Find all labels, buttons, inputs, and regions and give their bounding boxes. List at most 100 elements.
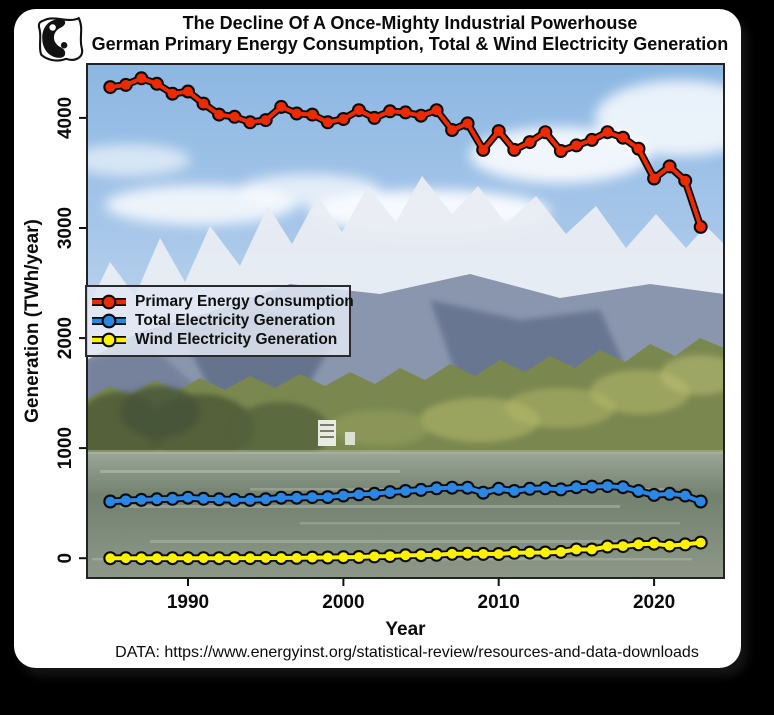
data-point <box>680 175 691 186</box>
data-point <box>493 483 504 494</box>
data-point <box>369 551 380 562</box>
data-point <box>385 106 395 117</box>
data-point <box>276 492 287 503</box>
shoreline <box>87 450 724 454</box>
legend-item-wind-electricity: Wind Electricity Generation <box>89 331 349 350</box>
y-tick-label: 2000 <box>55 317 76 359</box>
data-point <box>587 481 597 492</box>
data-point <box>556 547 566 557</box>
data-point <box>198 553 209 564</box>
data-series-layer <box>103 71 708 566</box>
data-point <box>524 137 535 148</box>
data-point <box>136 73 147 84</box>
legend-key-dot <box>103 315 115 327</box>
data-point <box>136 495 147 505</box>
series-1 <box>103 479 708 509</box>
data-point <box>680 490 691 501</box>
legend-item-total-electricity: Total Electricity Generation <box>89 312 349 331</box>
data-point <box>416 485 426 495</box>
legend-item-primary-energy: Primary Energy Consumption <box>89 293 354 312</box>
data-point <box>214 109 225 120</box>
data-point <box>105 553 116 564</box>
data-point <box>695 496 706 507</box>
data-point <box>680 539 691 550</box>
data-point <box>524 483 535 494</box>
legend-key-dot <box>103 334 115 346</box>
series-0 <box>103 71 708 234</box>
data-point <box>493 549 504 559</box>
x-axis-title: Year <box>385 619 426 640</box>
data-point <box>431 105 442 116</box>
data-point <box>338 114 349 124</box>
data-point <box>167 553 178 564</box>
data-point <box>260 553 271 563</box>
data-point <box>400 486 411 496</box>
data-point <box>105 82 116 92</box>
total-electricity-key-icon <box>92 313 126 329</box>
data-point <box>198 493 209 504</box>
data-point <box>478 487 489 498</box>
data-point <box>152 494 162 505</box>
data-point <box>571 544 582 555</box>
data-point <box>229 553 240 563</box>
snow-peaks <box>87 176 724 370</box>
data-point <box>369 113 380 123</box>
data-point <box>260 494 271 505</box>
data-point <box>307 109 318 120</box>
data-point <box>120 553 131 564</box>
forest-texture <box>87 355 724 468</box>
data-point <box>664 161 675 172</box>
data-point <box>633 539 644 550</box>
data-point <box>509 547 520 558</box>
data-point <box>664 488 675 499</box>
data-point <box>152 553 162 564</box>
data-point <box>447 125 457 135</box>
data-point <box>183 553 193 564</box>
data-point <box>214 553 225 564</box>
data-point <box>354 489 364 500</box>
data-point <box>167 493 178 504</box>
data-point <box>276 553 287 563</box>
data-point <box>385 487 395 497</box>
y-tick-label: 0 <box>55 553 76 564</box>
data-point <box>633 143 644 154</box>
y-axis-title: Generation (TWh/year) <box>22 219 43 423</box>
data-point <box>462 118 473 129</box>
x-tick-label: 2010 <box>478 592 520 613</box>
logo-black-dot <box>60 42 68 49</box>
data-point <box>649 490 659 500</box>
data-point <box>587 135 597 145</box>
yin-yang-logo-icon <box>37 16 84 62</box>
logo-black-half <box>42 19 66 58</box>
data-point <box>571 140 582 151</box>
chart-title-line2: German Primary Energy Consumption, Total… <box>91 34 729 54</box>
chart-legend: Primary Energy Consumption Total Electri… <box>85 285 354 357</box>
data-point <box>152 78 162 89</box>
data-point <box>540 547 551 558</box>
data-point <box>183 492 193 503</box>
data-point <box>509 486 520 496</box>
data-point <box>478 549 489 559</box>
data-point <box>322 552 333 563</box>
data-point <box>618 482 628 493</box>
data-point <box>649 173 659 184</box>
series-2 <box>103 535 708 566</box>
data-point <box>354 105 364 116</box>
data-point <box>571 482 582 493</box>
data-point <box>229 495 240 505</box>
data-point <box>416 110 426 121</box>
data-point <box>618 541 628 551</box>
x-tick-label: 1990 <box>167 592 209 613</box>
data-point <box>120 495 131 506</box>
data-point <box>322 492 333 502</box>
lakeside-building <box>318 420 355 446</box>
legend-label: Wind Electricity Generation <box>135 331 338 348</box>
data-point <box>493 126 504 136</box>
chart-title-block: The Decline Of A Once-Mighty Industrial … <box>90 13 730 55</box>
data-point <box>338 552 349 563</box>
data-point <box>229 111 240 122</box>
axis-ticks: 1990 2000 2010 2020 0 1000 2000 3000 4000 <box>55 97 675 613</box>
data-point <box>260 115 271 125</box>
